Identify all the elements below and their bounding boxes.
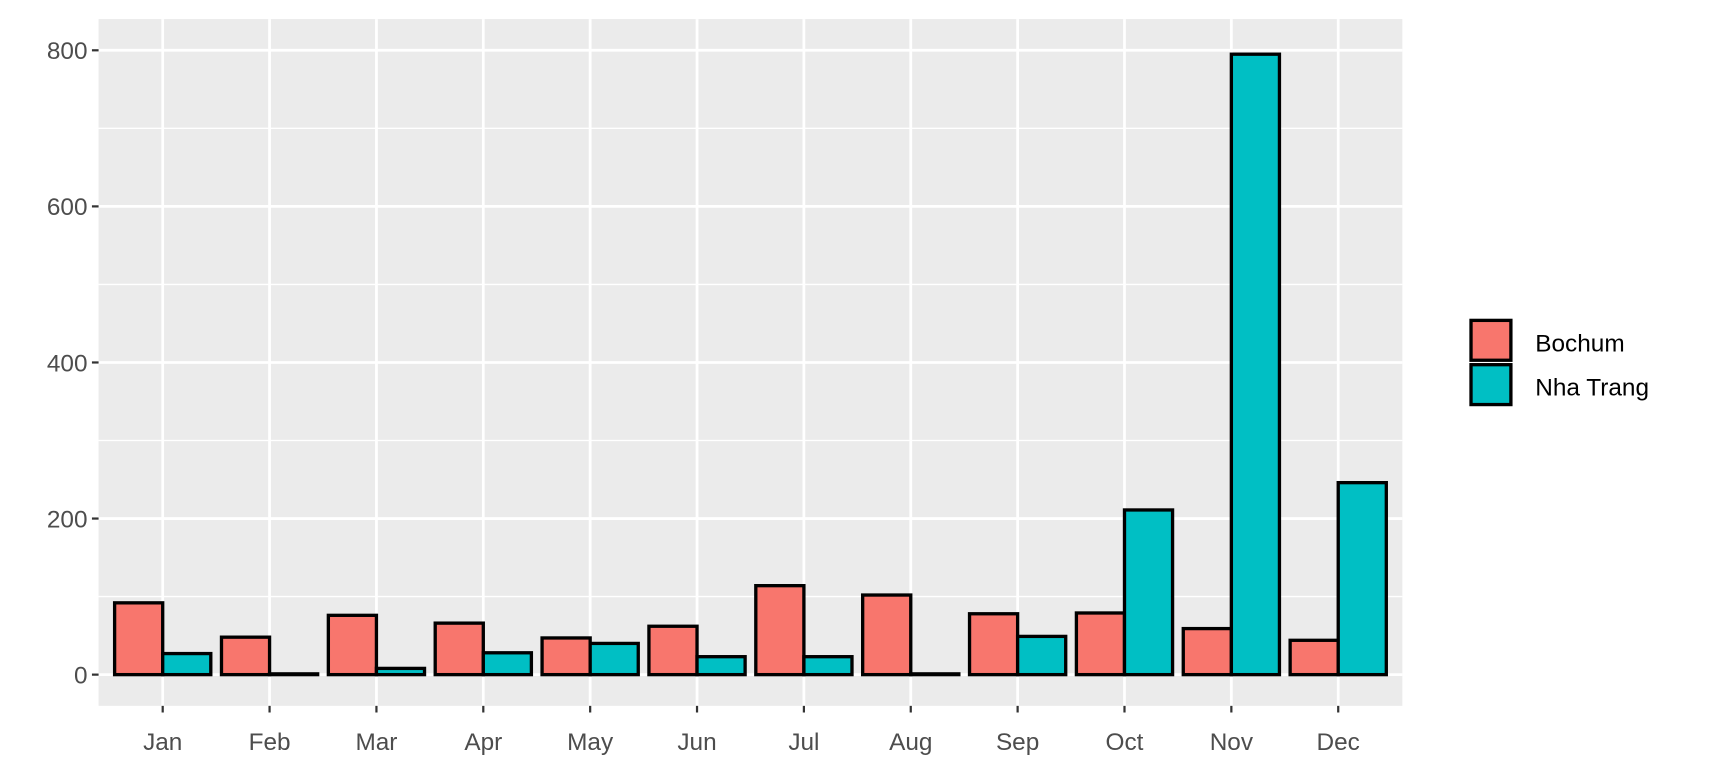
bar-nha-trang <box>161 651 213 677</box>
bar-bochum <box>433 621 485 677</box>
bar-nha-trang <box>695 655 747 677</box>
bar-nha-trang <box>267 672 320 677</box>
legend-label: Nha Trang <box>1535 375 1649 402</box>
bar-nha-trang <box>481 651 534 677</box>
bar-nha-trang <box>374 666 427 677</box>
bar-bochum <box>967 612 1020 677</box>
y-tick-label: 0 <box>74 662 88 689</box>
bar-nha-trang <box>909 672 961 677</box>
bar-nha-trang <box>1015 634 1068 677</box>
x-tick-label: Jul <box>788 729 819 756</box>
bar-nha-trang <box>588 641 640 677</box>
bars <box>112 52 1388 677</box>
bar-bochum <box>219 635 272 677</box>
bar-bochum <box>1074 611 1127 677</box>
bar-bochum <box>754 584 806 677</box>
legend-label: Bochum <box>1535 330 1624 357</box>
bar-bochum <box>326 613 379 677</box>
x-tick-label: Nov <box>1210 729 1254 756</box>
bar-bochum <box>861 593 913 677</box>
x-tick-label: Jan <box>143 729 182 756</box>
y-tick-label: 400 <box>47 350 88 377</box>
bar-nha-trang <box>1229 52 1282 677</box>
y-tick-label: 600 <box>47 194 88 221</box>
x-tick-label: Apr <box>464 729 502 756</box>
x-tick-label: Dec <box>1317 729 1360 756</box>
bar-bochum <box>112 601 165 677</box>
x-tick-label: Oct <box>1106 729 1144 756</box>
legend: Bochum Nha Trang <box>1469 318 1649 407</box>
y-tick-label: 200 <box>47 506 88 533</box>
bar-bochum <box>1288 638 1340 677</box>
bar-bochum <box>647 624 699 677</box>
bar-bochum <box>1181 626 1234 677</box>
x-tick-label: May <box>567 729 614 756</box>
bar-nha-trang <box>1336 480 1388 677</box>
bar-bochum <box>540 636 592 677</box>
bar-nha-trang <box>802 655 854 677</box>
x-tick-label: Sep <box>996 729 1039 756</box>
y-tick-label: 800 <box>47 38 88 65</box>
bar-nha-trang <box>1122 508 1175 677</box>
legend-key <box>1469 363 1513 407</box>
x-tick-label: Mar <box>355 729 397 756</box>
x-tick-label: Jun <box>677 729 716 756</box>
legend-key <box>1469 318 1513 362</box>
axes: 0 200 400 600 800 Jan Feb Mar Apr May Jun Jul Aug Sep… <box>47 38 1360 756</box>
x-tick-label: Aug <box>889 729 932 756</box>
x-tick-label: Feb <box>249 729 291 756</box>
